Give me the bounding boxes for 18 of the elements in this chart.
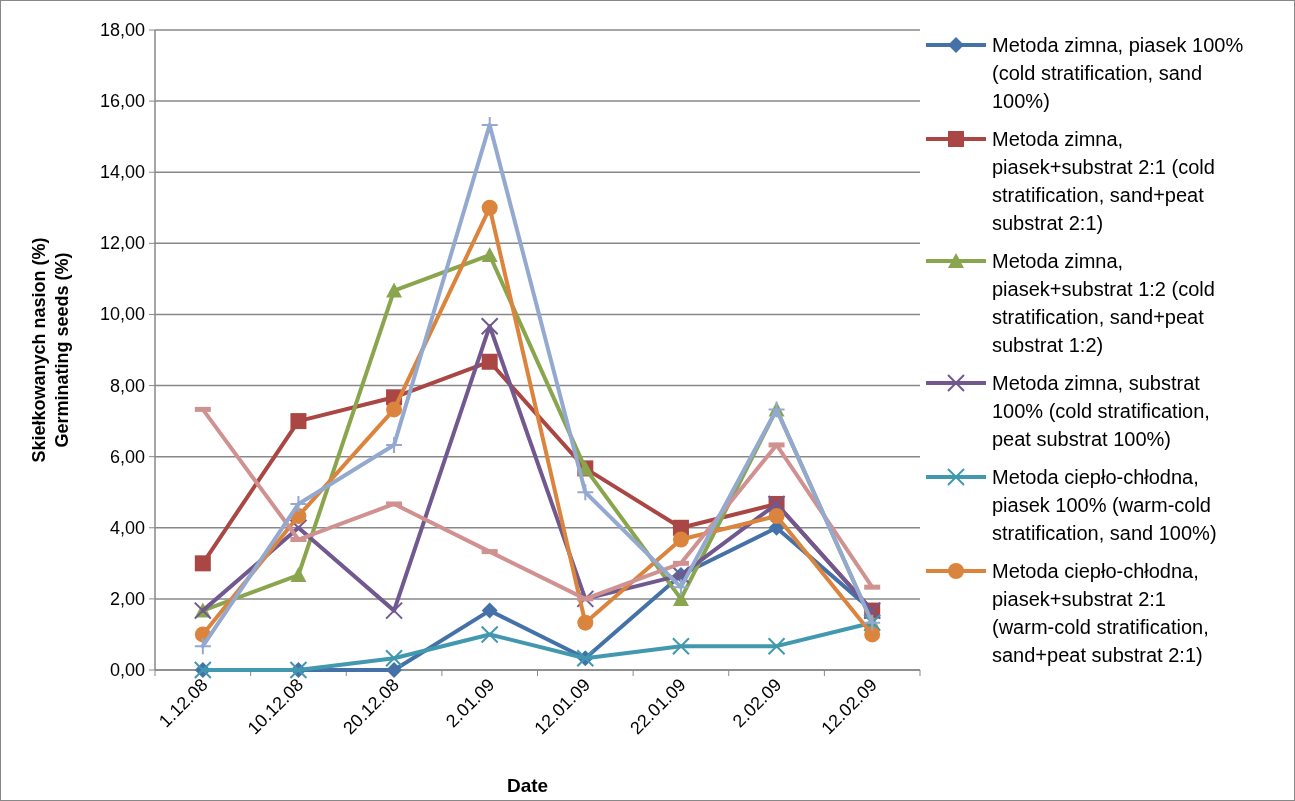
y-tick-label: 6,00 [109, 446, 145, 467]
legend-label: Metoda zimna, piasek 100% (cold stratification, sand 100%) [992, 34, 1244, 112]
y-tick-label: 0,00 [109, 660, 145, 680]
legend-label: Metoda ciepło-chłodna, piasek 100% (warm-cold stratification, sand 100%) [992, 466, 1217, 544]
legend-label: Metoda ciepło-chłodna, piasek+substrat 2:1 (warm-cold stratification, sand+peat substrat 2:1) [992, 560, 1209, 666]
y-tick-label: 8,00 [109, 375, 145, 396]
y-tick-label: 14,00 [99, 162, 145, 183]
y-tick-label: 12,00 [99, 233, 145, 254]
y-axis-title: Skiełkowanych nasion (%) Germinating seeds (%) [29, 237, 72, 463]
x-axis-title: Date [506, 775, 549, 796]
y-tick-label: 16,00 [99, 91, 145, 112]
y-tick-label: 2,00 [109, 588, 145, 609]
y-tick-label: 10,00 [99, 304, 145, 325]
y-tick-label: 4,00 [109, 517, 145, 538]
legend-label: Metoda zimna, substrat 100% (cold stratification, peat substrat 100%) [992, 372, 1210, 450]
y-tick-label: 18,00 [99, 20, 145, 40]
legend-label: Metoda zimna, piasek+substrat 2:1 (cold stratification, sand+peat substrat 2:1) [992, 128, 1215, 234]
legend-label: Metoda zimna, piasek+substrat 1:2 (cold stratification, sand+peat substrat 1:2) [992, 250, 1215, 356]
